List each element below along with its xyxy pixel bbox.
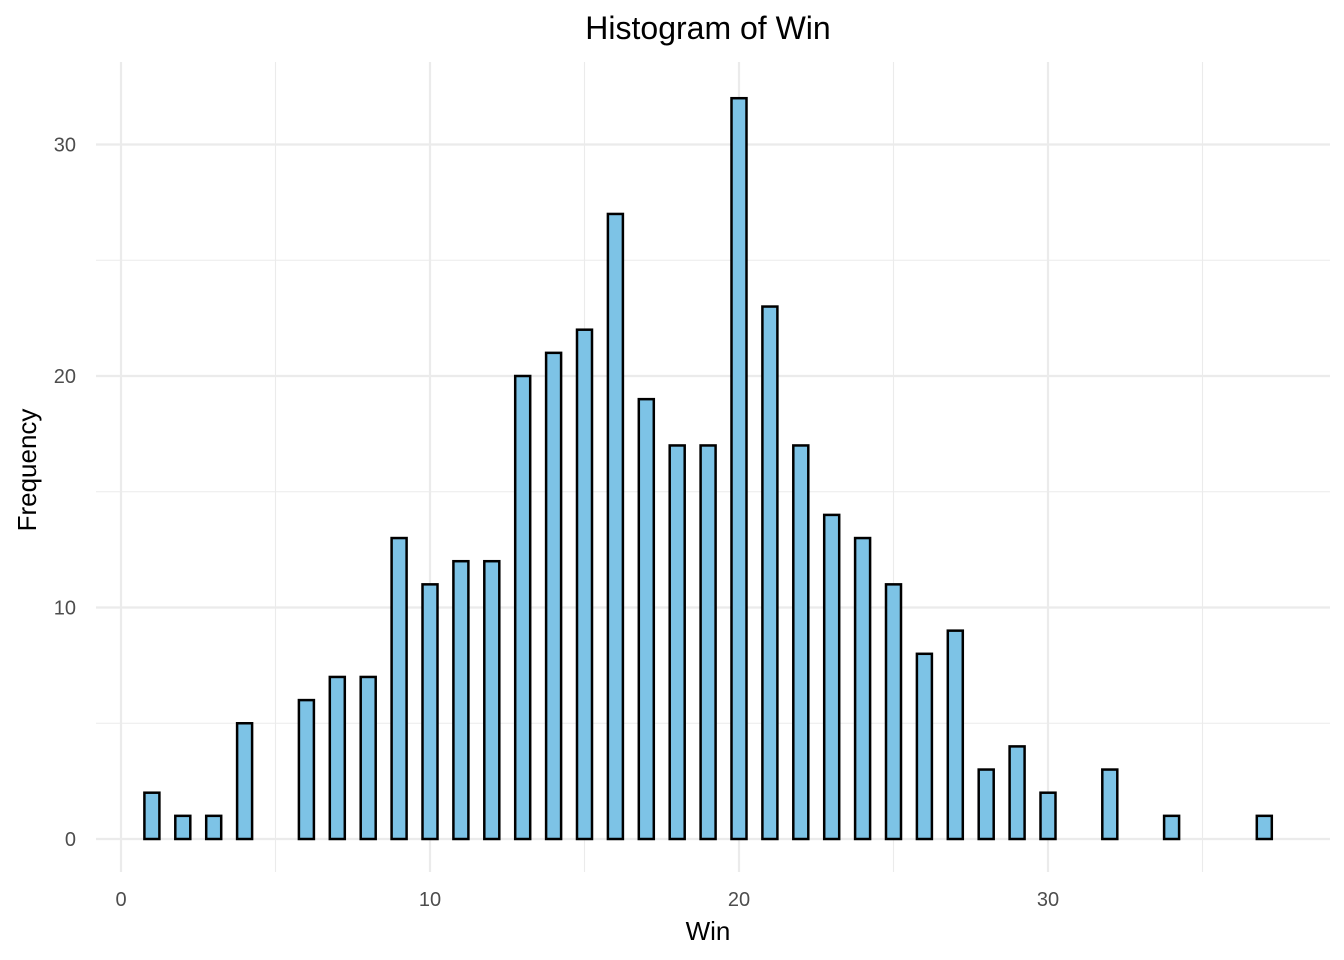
histogram-bar (915, 652, 934, 841)
histogram-bar (235, 722, 254, 841)
chart-title: Histogram of Win (585, 10, 830, 46)
x-tick-label: 10 (419, 889, 441, 911)
histogram-bar (204, 814, 223, 841)
y-tick-labels: 0 10 20 30 (54, 135, 76, 852)
histogram-bar (1255, 814, 1274, 841)
histogram-bar (699, 444, 717, 841)
y-tick-label: 0 (65, 829, 76, 851)
x-tick-label: 20 (728, 889, 750, 911)
histogram-bar (1162, 814, 1181, 841)
y-tick-label: 20 (54, 366, 76, 388)
histogram-bar (513, 374, 532, 841)
histogram-bar (421, 583, 439, 841)
x-tick-label: 0 (115, 889, 126, 911)
x-axis-label: Win (686, 916, 731, 946)
histogram-bar (390, 536, 408, 841)
histogram-bar (143, 791, 161, 841)
histogram-bar (174, 814, 192, 841)
histogram-bar (637, 397, 656, 841)
histogram-bar (792, 444, 810, 841)
histogram-bar (946, 629, 965, 841)
histogram-bar (1008, 745, 1026, 841)
histogram-bar (544, 351, 563, 841)
histogram-bar (761, 305, 779, 841)
y-axis-label: Frequency (12, 409, 42, 532)
bars (143, 96, 1274, 841)
y-tick-label: 30 (54, 135, 76, 157)
histogram-bar (359, 675, 377, 841)
y-tick-label: 10 (54, 598, 76, 620)
histogram-bar (822, 513, 841, 841)
histogram-bar (1039, 791, 1057, 841)
histogram-bar (606, 212, 625, 841)
histogram-bar (297, 698, 316, 841)
histogram-bar (483, 559, 501, 841)
histogram-bar (1101, 768, 1119, 841)
histogram-bar (452, 559, 470, 841)
histogram-bar (328, 675, 347, 841)
histogram-bar (730, 96, 748, 841)
histogram-bar (668, 444, 686, 841)
x-tick-labels: 0 10 20 30 (115, 889, 1059, 911)
histogram-bar (977, 768, 995, 841)
histogram-bar (853, 536, 872, 841)
histogram-bar (884, 583, 903, 841)
histogram-bar (575, 328, 594, 841)
x-tick-label: 30 (1037, 889, 1059, 911)
